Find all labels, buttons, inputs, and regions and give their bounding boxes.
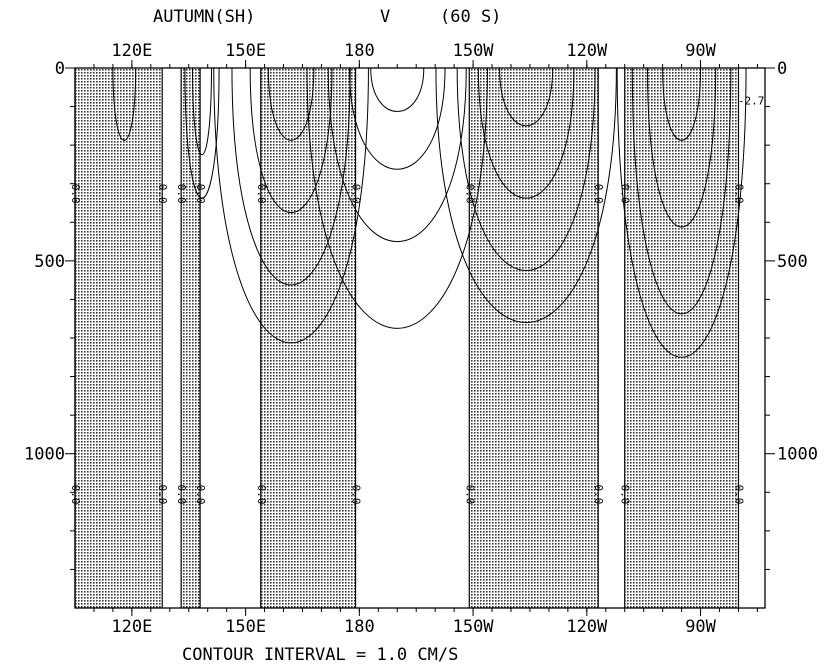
axes: 120E 120E 150E 150E 180 180 150W 150W 120W 120W 90… [24,41,818,637]
x-tick-label-bottom: 90W [685,617,716,637]
contour-label: 0.0 [592,485,605,505]
y-tick-label-left: 500 [34,252,65,272]
contour-line-1-0 [267,67,315,141]
contour-label: 0.0 [194,184,207,204]
contour-label: 0.0 [255,485,268,505]
contour-line-3-3 [435,67,617,324]
contour-line-2-2 [327,67,467,242]
contour-label: 0.0 [619,485,632,505]
extreme-value-label: -2.7 [738,95,765,108]
negative-region-1 [181,68,201,608]
x-tick-label-top: 90W [685,41,716,61]
x-tick-label-top: 150E [225,41,266,61]
x-tick-label-bottom: 180 [344,617,375,637]
contour-line-4-3 [616,67,747,358]
contour-line-4-1 [646,67,717,228]
contour-line-1-3 [213,67,369,344]
title-latitude: (60 S) [440,7,501,27]
y-tick-label-right: 1000 [777,445,818,465]
contour-line-3-2 [456,67,596,271]
contour-label: 0.0 [732,184,745,204]
contour-line-0-0 [192,67,212,156]
contour-line-4-0 [662,67,702,141]
y-tick-label-left: 1000 [24,445,65,465]
contour-label: 0.0 [732,485,745,505]
contour-line-5-0 [112,67,137,141]
contour-label: 0.0 [463,184,476,204]
contour-line-3-0 [499,67,554,127]
contour-line-2-3 [306,67,488,329]
x-tick-label-bottom: 150W [453,617,495,637]
contour-label: 0.0 [255,184,268,204]
negative-region-3 [469,68,599,608]
x-tick-label-top: 120W [566,41,608,61]
contour-label: 0.0 [619,184,632,204]
negative-region-4 [624,68,739,608]
contour-label: 0.0 [175,485,188,505]
contour-line-0-1 [184,67,220,199]
x-tick-label-bottom: 120E [111,617,152,637]
y-tick-label-left: 0 [55,59,65,79]
contour-label: 0.0 [592,184,605,204]
negative-region-0 [75,68,163,608]
contour-line-2-0 [370,67,425,112]
contour-label: 0.0 [156,485,169,505]
x-tick-label-bottom: 150E [225,617,266,637]
contour-label: 0.0 [350,485,363,505]
contour-line-1-2 [231,67,351,286]
contour-label: 0.0 [175,184,188,204]
contour-line-2-1 [348,67,446,170]
contour-label: 0.0 [350,184,363,204]
x-tick-label-top: 150W [453,41,495,61]
contour-line-3-1 [477,67,575,199]
contour-line-4-2 [631,67,732,315]
contour-label: 0.0 [194,485,207,505]
contour-interval-caption: CONTOUR INTERVAL = 1.0 CM/S [182,645,458,665]
x-tick-label-top: 180 [344,41,375,61]
contour-label: 0.0 [463,485,476,505]
contour-label: 0.0 [156,184,169,204]
y-tick-label-right: 0 [777,59,787,79]
plot-area: 0.0 0.0 0.0 0.0 0.0 0.0 0.0 0.0 0.0 0.0 0.0 0.0 0.0 0… [69,67,765,608]
x-tick-label-bottom: 120W [566,617,608,637]
title-season: AUTUMN(SH) [153,7,255,27]
title-variable: V [380,7,390,27]
x-tick-label-top: 120E [111,41,152,61]
y-tick-label-right: 500 [777,252,808,272]
contour-line-1-1 [249,67,333,214]
